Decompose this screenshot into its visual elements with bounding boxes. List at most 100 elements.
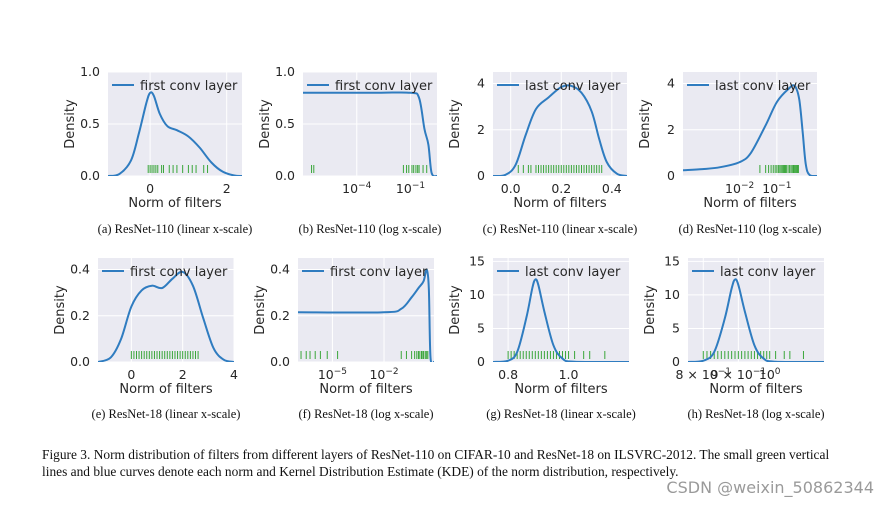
y-tick-label: 0.0 bbox=[80, 168, 100, 183]
y-tick-label: 0.4 bbox=[270, 262, 290, 277]
subfigure-caption: (e) ResNet-18 (linear x-scale) bbox=[92, 407, 241, 421]
x-axis-label: Norm of filters bbox=[119, 382, 212, 397]
x-tick-label: 0 bbox=[146, 181, 154, 196]
y-tick-label: 0.2 bbox=[270, 308, 290, 323]
kde-curve bbox=[298, 268, 434, 362]
kde-curve bbox=[683, 84, 817, 176]
subfigure-caption: (a) ResNet-110 (linear x-scale) bbox=[98, 222, 253, 236]
y-tick-label: 0.2 bbox=[70, 308, 90, 323]
x-axis-label: Norm of filters bbox=[513, 196, 606, 211]
x-tick-label: 100 bbox=[759, 367, 781, 382]
axes-background bbox=[298, 258, 434, 362]
y-axis-label: Density bbox=[53, 285, 68, 335]
panel-e: 0 2 4 0.0 0.2 0.4 Norm of filters Density first … bbox=[53, 258, 240, 421]
y-axis-label: Density bbox=[253, 285, 268, 335]
subfigure-caption: (c) ResNet-110 (linear x-scale) bbox=[483, 222, 638, 236]
subfigure-caption: (b) ResNet-110 (log x-scale) bbox=[299, 222, 442, 236]
y-tick-label: 0.4 bbox=[70, 262, 90, 277]
x-tick-label: 2 bbox=[179, 367, 187, 382]
legend: last conv layer bbox=[497, 79, 621, 94]
legend-entry: first conv layer bbox=[330, 265, 428, 280]
kde-curve bbox=[98, 270, 234, 362]
subfigure-caption: (h) ResNet-18 (log x-scale) bbox=[687, 407, 824, 421]
legend-entry: last conv layer bbox=[525, 265, 621, 280]
y-tick-label: 10 bbox=[469, 287, 485, 302]
y-tick-label: 0 bbox=[667, 168, 675, 183]
legend-entry: first conv layer bbox=[130, 265, 228, 280]
rug-marks bbox=[311, 165, 428, 173]
panel-g: 0.8 1.0 0 5 10 15 Norm of filters Density last c… bbox=[448, 253, 636, 421]
x-tick-label: 10−1 bbox=[762, 181, 791, 196]
y-axis-label: Density bbox=[643, 285, 658, 335]
y-tick-label: 0 bbox=[672, 354, 680, 369]
rug-marks bbox=[702, 351, 804, 359]
panel-f: 10−5 10−2 0.0 0.2 0.4 Norm of filters Density f… bbox=[253, 258, 434, 421]
x-axis-label: Norm of filters bbox=[709, 382, 802, 397]
x-axis-label: Norm of filters bbox=[319, 382, 412, 397]
rug-marks bbox=[147, 165, 209, 173]
y-tick-label: 0.5 bbox=[275, 116, 295, 131]
kde-curve bbox=[493, 278, 629, 362]
y-tick-label: 15 bbox=[664, 253, 680, 268]
y-tick-label: 2 bbox=[477, 122, 485, 137]
kde-curve bbox=[493, 84, 627, 176]
x-axis-label: Norm of filters bbox=[703, 196, 796, 211]
y-axis-label: Density bbox=[63, 99, 78, 149]
legend-entry: last conv layer bbox=[715, 79, 811, 94]
y-tick-label: 2 bbox=[667, 122, 675, 137]
y-tick-label: 0 bbox=[477, 354, 485, 369]
axes-background bbox=[683, 72, 817, 176]
y-tick-label: 0.0 bbox=[70, 354, 90, 369]
y-tick-label: 1.0 bbox=[80, 64, 100, 79]
y-tick-label: 0.0 bbox=[270, 354, 290, 369]
y-tick-label: 5 bbox=[672, 320, 680, 335]
y-tick-label: 0.5 bbox=[80, 116, 100, 131]
x-tick-label: 10−2 bbox=[369, 367, 398, 382]
legend: last conv layer bbox=[692, 265, 816, 280]
x-tick-label: 2 bbox=[223, 181, 231, 196]
panel-d: 10−2 10−1 0 2 4 Norm of filters Density last co… bbox=[638, 72, 821, 236]
y-tick-label: 10 bbox=[664, 287, 680, 302]
legend: first conv layer bbox=[102, 265, 228, 280]
x-tick-label: 0.2 bbox=[551, 181, 571, 196]
kde-curve bbox=[303, 91, 437, 176]
kde-curve bbox=[108, 91, 242, 176]
x-tick-label: 0 bbox=[127, 367, 135, 382]
legend: last conv layer bbox=[687, 79, 811, 94]
legend-entry: first conv layer bbox=[140, 79, 238, 94]
axes-background bbox=[493, 258, 629, 362]
watermark: CSDN @weixin_50862344 bbox=[666, 478, 874, 497]
y-tick-label: 0 bbox=[477, 168, 485, 183]
x-axis-label: Norm of filters bbox=[514, 382, 607, 397]
x-tick-label: 9 × 10−1 bbox=[711, 367, 767, 382]
rug-marks bbox=[300, 351, 429, 359]
rug-marks bbox=[517, 165, 603, 173]
y-axis-label: Density bbox=[638, 99, 653, 149]
y-tick-label: 5 bbox=[477, 320, 485, 335]
x-tick-label: 8 × 10−1 bbox=[675, 367, 731, 382]
y-tick-label: 4 bbox=[667, 76, 675, 91]
x-tick-label: 10−2 bbox=[725, 181, 754, 196]
x-tick-label: 0.4 bbox=[602, 181, 622, 196]
legend: first conv layer bbox=[307, 79, 433, 94]
y-axis-label: Density bbox=[258, 99, 273, 149]
x-axis-label: Norm of filters bbox=[128, 196, 221, 211]
y-axis-label: Density bbox=[448, 99, 463, 149]
x-tick-label: 0.8 bbox=[498, 367, 518, 382]
rug-marks bbox=[507, 351, 606, 359]
subfigure-caption: (f) ResNet-18 (log x-scale) bbox=[298, 407, 433, 421]
x-tick-label: 4 bbox=[230, 367, 238, 382]
rug-marks bbox=[759, 165, 799, 173]
x-tick-label: 10−5 bbox=[318, 367, 347, 382]
legend-entry: first conv layer bbox=[335, 79, 433, 94]
x-tick-label: 1.0 bbox=[559, 367, 579, 382]
y-tick-label: 4 bbox=[477, 76, 485, 91]
legend-entry: last conv layer bbox=[525, 79, 621, 94]
y-tick-label: 0.0 bbox=[275, 168, 295, 183]
axes-background bbox=[688, 258, 824, 362]
legend-entry: last conv layer bbox=[720, 265, 816, 280]
panel-b: 10−4 10−1 0.0 0.5 1.0 Density first conv layer… bbox=[258, 64, 441, 236]
rug-marks bbox=[130, 351, 199, 359]
